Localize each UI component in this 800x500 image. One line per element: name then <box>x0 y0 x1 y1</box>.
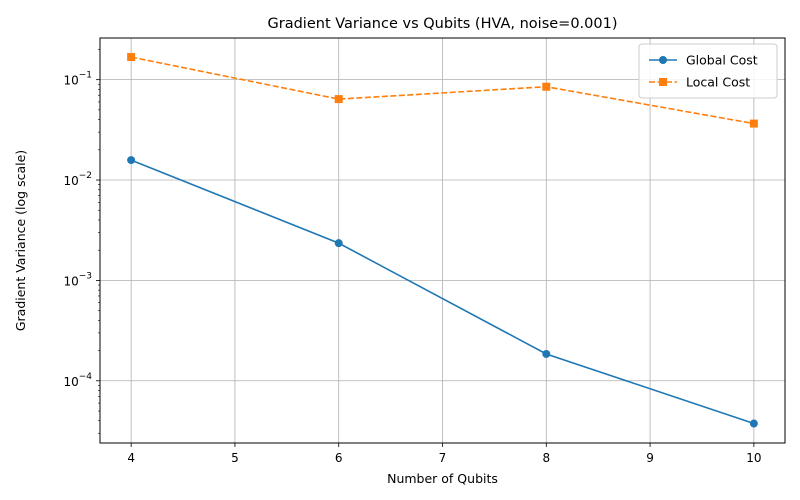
y-tick-label: 10−3 <box>63 271 92 288</box>
data-point-marker <box>542 349 551 358</box>
data-point-marker <box>542 82 551 91</box>
x-tick-label: 5 <box>231 451 239 465</box>
series-line-1 <box>130 159 755 425</box>
x-axis-ticks: 4 5 6 7 8 9 10 <box>127 443 762 465</box>
legend-label: Global Cost <box>686 53 758 68</box>
data-point-marker <box>749 419 758 428</box>
y-axis-ticks: 10−4 10−3 10−2 10−1 <box>63 49 100 434</box>
data-point-marker <box>334 239 343 248</box>
y-tick-label: 10−4 <box>63 372 92 389</box>
x-axis-label: Number of Qubits <box>387 471 498 486</box>
series-line-2 <box>130 56 755 125</box>
legend: Global Cost Local Cost <box>638 43 778 99</box>
data-point-marker <box>334 95 343 104</box>
data-point-marker <box>127 53 136 62</box>
x-tick-label: 6 <box>335 451 343 465</box>
legend-marker <box>659 78 667 86</box>
x-tick-label: 9 <box>646 451 654 465</box>
data-point-marker <box>749 119 758 128</box>
data-point-marker <box>127 156 136 165</box>
legend-label: Local Cost <box>686 75 750 90</box>
legend-box <box>638 43 778 99</box>
y-tick-label: 10−2 <box>63 171 92 188</box>
x-tick-label: 10 <box>746 451 761 465</box>
y-axis-label: Gradient Variance (log scale) <box>13 150 28 331</box>
x-tick-label: 4 <box>127 451 135 465</box>
y-tick-label: 10−1 <box>63 71 92 88</box>
x-tick-label: 8 <box>542 451 550 465</box>
x-tick-label: 7 <box>439 451 447 465</box>
series-layer <box>127 53 758 428</box>
legend-marker <box>659 56 667 64</box>
chart-title: Gradient Variance vs Qubits (HVA, noise=… <box>268 16 618 32</box>
